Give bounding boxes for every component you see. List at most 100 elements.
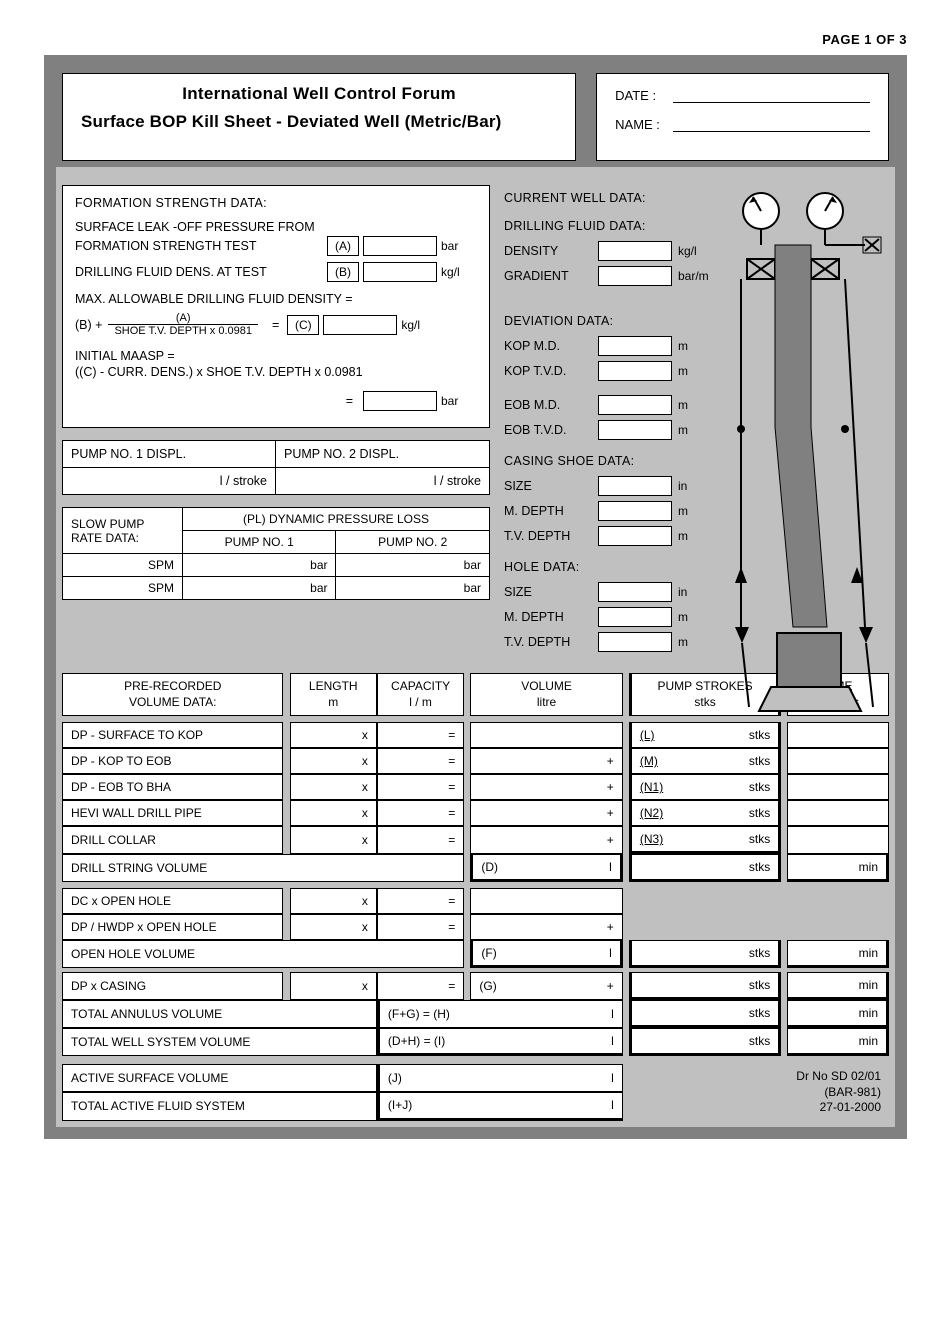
r10-len[interactable]: x [290, 972, 377, 1000]
input-c[interactable] [323, 315, 397, 335]
spm-2[interactable]: SPM [63, 577, 183, 600]
r6-stk[interactable]: stks [629, 854, 781, 882]
r3-len[interactable]: x [290, 774, 377, 800]
kop-md-input[interactable] [598, 336, 672, 356]
r6-vol[interactable]: (D)l [470, 854, 622, 882]
r2-time[interactable] [787, 748, 889, 774]
r4-len[interactable]: x [290, 800, 377, 826]
r1-len[interactable]: x [290, 722, 377, 748]
name-field[interactable] [673, 118, 870, 132]
sp-p1: PUMP NO. 1 [183, 531, 336, 554]
r14-f[interactable]: (I+J)l [377, 1092, 623, 1121]
shoe-size-input[interactable] [598, 476, 672, 496]
ref-b: (B) [327, 262, 359, 282]
r6-time[interactable]: min [787, 854, 889, 882]
r5-time[interactable] [787, 826, 889, 854]
shoe-md-lbl: M. DEPTH [504, 504, 598, 518]
density-input[interactable] [598, 241, 672, 261]
current-well-col: CURRENT WELL DATA: DRILLING FLUID DATA: … [496, 185, 726, 657]
r1-lbl: DP - SURFACE TO KOP [62, 722, 283, 748]
r12-time[interactable]: min [787, 1028, 889, 1056]
r13-f[interactable]: (J)l [377, 1064, 623, 1091]
slowpump-hdr-a: SLOW PUMP [71, 517, 174, 531]
input-a[interactable] [363, 236, 437, 256]
r9-time[interactable]: min [787, 940, 889, 968]
bar-1-1[interactable]: bar [183, 554, 336, 577]
slowpump-hdr-b: RATE DATA: [71, 531, 174, 545]
eob-tvd-input[interactable] [598, 420, 672, 440]
input-b[interactable] [363, 262, 437, 282]
r5-cap[interactable]: = [377, 826, 464, 854]
bar-2-2[interactable]: bar [336, 577, 490, 600]
gradient-input[interactable] [598, 266, 672, 286]
r3-stk[interactable]: (N1)stks [629, 774, 781, 800]
fluid-hdr: DRILLING FLUID DATA: [504, 219, 726, 233]
m7: m [678, 610, 688, 624]
r10-vol[interactable]: (G)+ [470, 972, 622, 1000]
r10-time[interactable]: min [787, 972, 889, 1000]
r2-vol[interactable]: + [470, 748, 622, 774]
r4-cap[interactable]: = [377, 800, 464, 826]
hole-size-input[interactable] [598, 582, 672, 602]
shoe-tvd-lbl: T.V. DEPTH [504, 529, 598, 543]
kop-tvd-input[interactable] [598, 361, 672, 381]
bar-1-2[interactable]: bar [336, 554, 490, 577]
r9-stk[interactable]: stks [629, 940, 781, 968]
hole-md-input[interactable] [598, 607, 672, 627]
r2-cap[interactable]: = [377, 748, 464, 774]
r7-cap[interactable]: = [377, 888, 464, 914]
hole-tvd-input[interactable] [598, 632, 672, 652]
r5-vol[interactable]: + [470, 826, 622, 854]
r11-stk[interactable]: stks [629, 1000, 781, 1028]
bar-2-1[interactable]: bar [183, 577, 336, 600]
density-lbl: DENSITY [504, 244, 598, 258]
r4-stk[interactable]: (N2)stks [629, 800, 781, 826]
gradient-lbl: GRADIENT [504, 269, 598, 283]
r2-stk[interactable]: (M)stks [629, 748, 781, 774]
r3-time[interactable] [787, 774, 889, 800]
r4-vol[interactable]: + [470, 800, 622, 826]
r11-time[interactable]: min [787, 1000, 889, 1028]
title-line2: Surface BOP Kill Sheet - Deviated Well (… [81, 112, 557, 132]
r12-stk[interactable]: stks [629, 1028, 781, 1056]
r5-len[interactable]: x [290, 826, 377, 854]
input-maasp[interactable] [363, 391, 437, 411]
r8-len[interactable]: x [290, 914, 377, 940]
m4: m [678, 423, 688, 437]
pump1-val[interactable]: l / stroke [63, 468, 276, 494]
r10-stk[interactable]: stks [629, 972, 781, 1000]
doc-footer: Dr No SD 02/01(BAR-981)27-01-2000 [623, 1064, 889, 1121]
unit-kgl2: kg/l [401, 318, 437, 332]
r8-vol[interactable]: + [470, 914, 622, 940]
unit-bar: bar [441, 239, 477, 253]
r3-vol[interactable]: + [470, 774, 622, 800]
eob-md-input[interactable] [598, 395, 672, 415]
r10-cap[interactable]: = [377, 972, 464, 1000]
r8-cap[interactable]: = [377, 914, 464, 940]
r3-cap[interactable]: = [377, 774, 464, 800]
r4-time[interactable] [787, 800, 889, 826]
vol-h4: VOLUMElitre [470, 673, 622, 716]
leak-off-lbl-b: FORMATION STRENGTH TEST [75, 239, 327, 253]
maasp-eq: ((C) - CURR. DENS.) x SHOE T.V. DEPTH x … [75, 365, 477, 379]
ref-a: (A) [327, 236, 359, 256]
r11-f[interactable]: (F+G) = (H)l [377, 1000, 623, 1028]
r2-len[interactable]: x [290, 748, 377, 774]
r1-cap[interactable]: = [377, 722, 464, 748]
shoe-tvd-input[interactable] [598, 526, 672, 546]
pump-displ-table: PUMP NO. 1 DISPL. PUMP NO. 2 DISPL. l / … [62, 440, 490, 495]
r12-f[interactable]: (D+H) = (I)l [377, 1028, 623, 1056]
r7-vol[interactable] [470, 888, 622, 914]
vol-h2: LENGTHm [290, 673, 377, 716]
shoe-md-input[interactable] [598, 501, 672, 521]
r1-vol[interactable] [470, 722, 622, 748]
pump1-lbl: PUMP NO. 1 DISPL. [63, 441, 276, 468]
spm-1[interactable]: SPM [63, 554, 183, 577]
r7-len[interactable]: x [290, 888, 377, 914]
dev-hdr: DEVIATION DATA: [504, 314, 726, 328]
date-field[interactable] [673, 89, 870, 103]
r5-stk[interactable]: (N3)stks [629, 826, 781, 854]
r9-vol[interactable]: (F)l [470, 940, 622, 968]
formation-panel: FORMATION STRENGTH DATA: SURFACE LEAK -O… [62, 185, 490, 428]
pump2-val[interactable]: l / stroke [276, 468, 489, 494]
